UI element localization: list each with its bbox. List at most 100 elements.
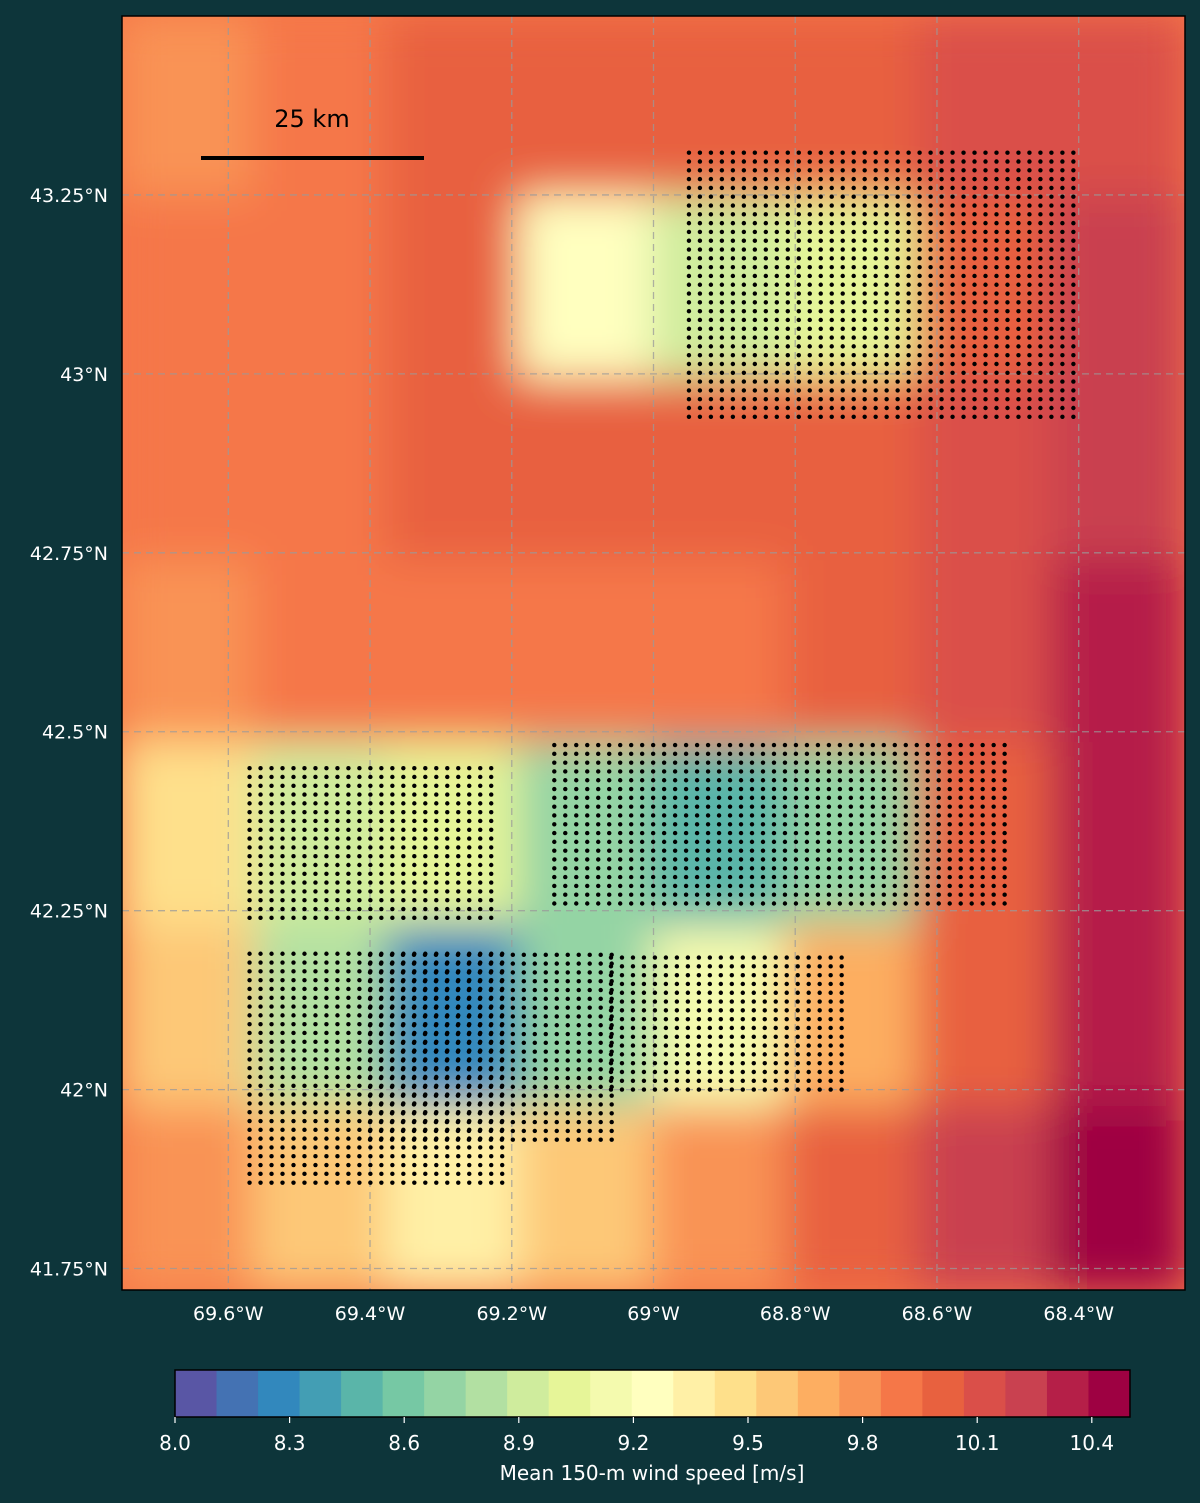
turbine-dot xyxy=(433,987,439,993)
turbine-dot xyxy=(510,979,516,984)
turbine-dot xyxy=(807,379,812,384)
turbine-dot xyxy=(991,786,996,792)
turbine-dot xyxy=(980,760,985,765)
turbine-dot xyxy=(258,827,263,832)
turbine-dot xyxy=(411,1058,417,1063)
turbine-dot xyxy=(433,1111,439,1116)
turbine-dot xyxy=(991,769,996,774)
turbine-dot xyxy=(335,862,340,868)
turbine-dot xyxy=(346,951,351,956)
turbine-dot xyxy=(302,880,307,885)
turbine-dot xyxy=(741,388,747,393)
turbine-dot xyxy=(738,742,744,748)
turbine-dot xyxy=(697,159,703,164)
turbine-dot xyxy=(1071,238,1076,243)
turbine-dot xyxy=(367,1067,373,1072)
turbine-dot xyxy=(672,839,678,845)
turbine-dot xyxy=(1038,150,1043,155)
turbine-dot xyxy=(914,813,919,818)
turbine-dot xyxy=(488,1119,494,1125)
turbine-dot xyxy=(730,150,736,155)
turbine-dot xyxy=(785,344,790,349)
turbine-dot xyxy=(543,1111,548,1116)
turbine-dot xyxy=(707,964,713,969)
turbine-dot xyxy=(379,845,384,850)
turbine-dot xyxy=(895,344,900,349)
turbine-dot xyxy=(390,836,395,841)
turbine-dot xyxy=(423,845,428,850)
turbine-dot xyxy=(444,1075,450,1081)
turbine-dot xyxy=(335,880,340,885)
turbine-dot xyxy=(302,809,307,815)
turbine-dot xyxy=(895,414,900,420)
turbine-dot xyxy=(630,964,636,969)
turbine-dot xyxy=(663,1043,669,1048)
turbine-dot xyxy=(390,889,395,894)
turbine-dot xyxy=(477,961,483,966)
turbine-dot xyxy=(829,344,834,349)
turbine-dot xyxy=(848,857,854,862)
turbine-dot xyxy=(881,795,887,801)
turbine-dot xyxy=(608,1052,614,1057)
turbine-dot xyxy=(683,901,689,906)
turbine-dot xyxy=(280,960,285,965)
turbine-dot xyxy=(972,317,977,323)
turbine-dot xyxy=(672,892,678,897)
turbine-dot xyxy=(749,769,755,774)
turbine-dot xyxy=(324,783,329,788)
turbine-dot xyxy=(587,1093,592,1098)
turbine-dot xyxy=(741,150,747,155)
turbine-dot xyxy=(1016,203,1021,208)
turbine-dot xyxy=(280,1013,285,1018)
turbine-dot xyxy=(422,1102,428,1107)
turbine-dot xyxy=(1049,308,1054,314)
turbine-dot xyxy=(763,176,769,182)
turbine-dot xyxy=(466,1119,472,1125)
turbine-dot xyxy=(950,256,955,261)
turbine-dot xyxy=(983,352,988,358)
turbine-dot xyxy=(313,1083,318,1089)
turbine-dot xyxy=(401,809,406,815)
turbine-dot xyxy=(532,1067,537,1072)
turbine-dot xyxy=(1071,256,1076,261)
turbine-dot xyxy=(771,830,777,836)
turbine-dot xyxy=(727,839,733,845)
turbine-dot xyxy=(565,987,570,993)
turbine-dot xyxy=(563,778,568,783)
turbine-dot xyxy=(686,361,692,367)
turbine-dot xyxy=(895,352,900,358)
turbine-dot xyxy=(694,751,700,757)
turbine-dot xyxy=(596,866,601,871)
turbine-dot xyxy=(608,955,614,960)
turbine-dot xyxy=(903,857,908,862)
turbine-dot xyxy=(785,256,790,261)
turbine-dot xyxy=(650,892,656,897)
turbine-dot xyxy=(357,1048,362,1053)
turbine-dot xyxy=(455,1040,461,1046)
turbine-dot xyxy=(697,414,703,420)
turbine-dot xyxy=(346,977,351,983)
turbine-dot xyxy=(357,977,362,983)
turbine-dot xyxy=(412,862,417,868)
turbine-dot xyxy=(389,996,395,1002)
turbine-dot xyxy=(925,866,930,871)
turbine-dot xyxy=(661,751,667,757)
turbine-dot xyxy=(532,1014,537,1019)
turbine-dot xyxy=(873,361,878,367)
turbine-dot xyxy=(1049,247,1054,252)
turbine-dot xyxy=(596,742,601,748)
turbine-dot xyxy=(302,871,307,877)
turbine-dot xyxy=(335,898,340,903)
turbine-dot xyxy=(379,801,384,806)
turbine-dot xyxy=(795,972,800,978)
turbine-dot xyxy=(630,1052,636,1057)
turbine-dot xyxy=(738,857,744,862)
turbine-dot xyxy=(269,1039,274,1044)
turbine-dot xyxy=(324,1110,329,1115)
turbine-dot xyxy=(774,264,780,270)
turbine-dot xyxy=(641,981,647,987)
turbine-dot xyxy=(906,388,911,393)
turbine-dot xyxy=(806,1069,811,1075)
turbine-dot xyxy=(994,282,999,287)
turbine-dot xyxy=(972,308,977,314)
